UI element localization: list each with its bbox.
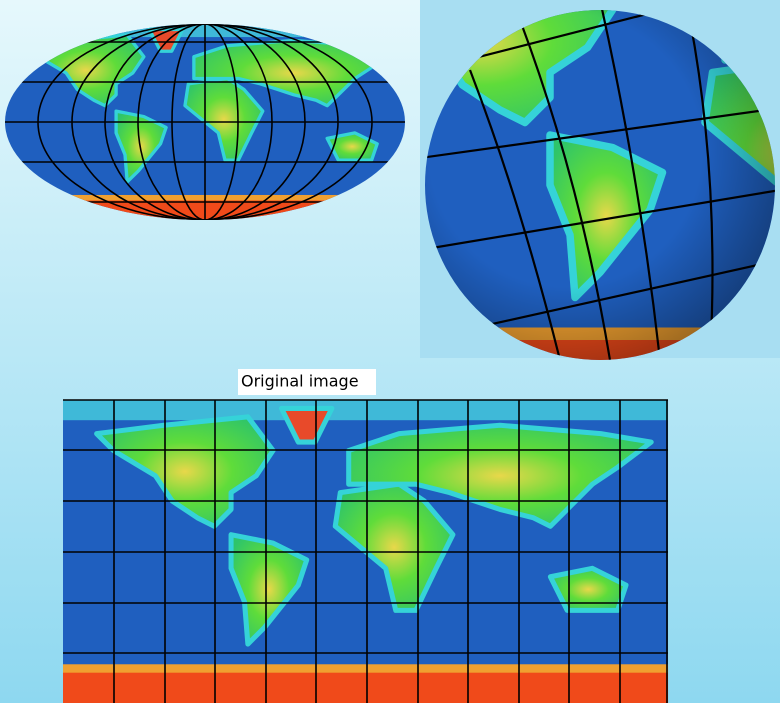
caption: Original image xyxy=(241,372,359,391)
caption-box xyxy=(238,369,376,395)
original-map xyxy=(63,400,668,703)
globe-map xyxy=(425,10,775,360)
